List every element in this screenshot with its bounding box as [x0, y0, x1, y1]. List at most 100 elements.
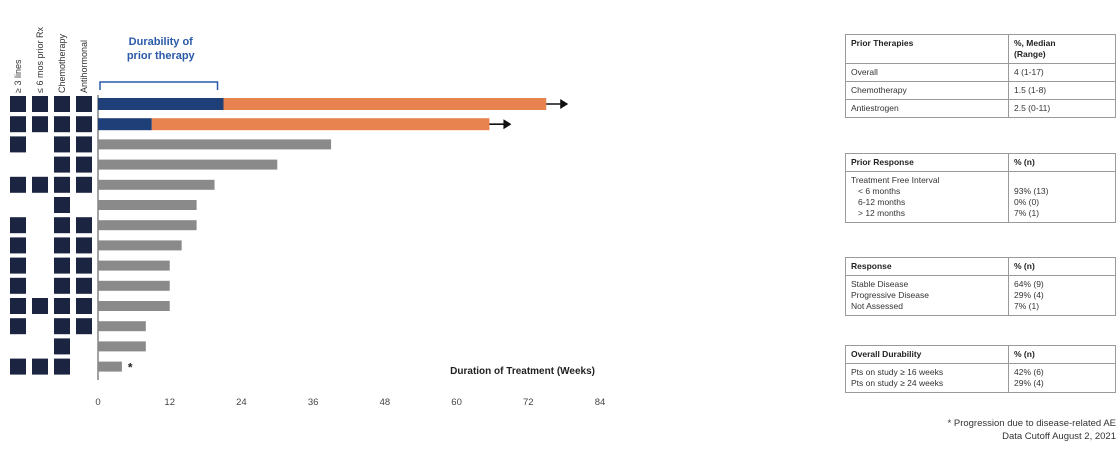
attribute-square	[54, 176, 70, 193]
attribute-square	[76, 217, 92, 234]
x-tick-label: 36	[308, 397, 319, 408]
percent-n-header: % (n)	[1008, 257, 1116, 276]
bar-prior-therapy	[98, 98, 224, 110]
bar-study-treatment	[98, 301, 170, 311]
swimmer-chart: ≥ 3 lines ≤ 6 mos prior Rx Chemotherapy Ant…	[10, 27, 605, 408]
prior-response-table: Prior Response % (n) Treatment Free Inte…	[845, 153, 1116, 223]
attribute-square	[10, 237, 26, 254]
attribute-square	[10, 318, 26, 335]
attribute-square	[10, 96, 26, 112]
attribute-square	[32, 96, 48, 112]
table-row: Pts on study ≥ 16 weeks Pts on study ≥ 2…	[845, 363, 1116, 393]
attribute-square	[10, 176, 26, 193]
x-tick-label: 60	[451, 397, 462, 408]
annotation-text: Durability of	[129, 36, 194, 48]
response-header: Response	[845, 257, 1009, 276]
annotation-text: prior therapy	[127, 50, 196, 62]
attribute-square	[10, 136, 26, 153]
bar-study-treatment	[98, 260, 170, 271]
attribute-square	[54, 156, 70, 173]
tfi-gt12-value: 7% (1)	[1014, 208, 1040, 218]
bar-study-treatment	[98, 179, 215, 190]
not-assessed-label: Not Assessed	[851, 301, 903, 311]
table-row: Stable Disease Progressive Disease Not A…	[845, 275, 1116, 316]
bar-study-treatment	[98, 159, 278, 170]
attribute-square	[54, 237, 70, 254]
attribute-square	[54, 318, 70, 335]
percent-n-header: % (n)	[1008, 153, 1116, 172]
attribute-square	[10, 257, 26, 274]
row-value-antiestrogen: 2.5 (0-11)	[1008, 99, 1116, 118]
bar-study-treatment	[98, 240, 182, 251]
bar-marker: *	[128, 361, 133, 375]
attribute-square	[54, 257, 70, 274]
pts-24-weeks-label: Pts on study ≥ 24 weeks	[851, 378, 944, 388]
not-assessed-value: 7% (1)	[1014, 301, 1040, 311]
attribute-square	[54, 277, 70, 294]
attribute-square	[54, 338, 70, 355]
attribute-square	[32, 298, 48, 314]
overall-durability-table: Overall Durability % (n) Pts on study ≥ …	[845, 345, 1116, 393]
attribute-square	[54, 116, 70, 133]
attribute-square	[54, 136, 70, 153]
bar-study-treatment	[98, 341, 146, 352]
prior-response-header: Prior Response	[845, 153, 1009, 172]
attribute-square	[76, 176, 92, 193]
stable-disease-label: Stable Disease	[851, 279, 909, 289]
attribute-column-label: Chemotherapy	[57, 33, 67, 93]
attribute-square	[10, 277, 26, 294]
attribute-square	[76, 156, 92, 173]
x-tick-label: 48	[380, 397, 391, 408]
stable-disease-value: 64% (9)	[1014, 279, 1044, 289]
pts-16-weeks-value: 42% (6)	[1014, 367, 1044, 377]
response-table: Response % (n) Stable Disease Progressiv…	[845, 257, 1116, 316]
attribute-square	[32, 116, 48, 133]
asterisk-footnote: * Progression due to disease-related AE	[947, 418, 1116, 429]
percent-n-header: % (n)	[1008, 345, 1116, 364]
table-row: Antiestrogen 2.5 (0-11)	[845, 99, 1116, 118]
attribute-square	[76, 257, 92, 274]
attribute-square	[76, 277, 92, 294]
treatment-free-interval-label: Treatment Free Interval	[851, 175, 940, 185]
attribute-square	[10, 217, 26, 234]
attribute-square	[76, 298, 92, 314]
x-axis-label: Duration of Treatment (Weeks)	[450, 366, 595, 377]
data-cutoff: Data Cutoff August 2, 2021	[1002, 431, 1116, 442]
attribute-square	[10, 116, 26, 133]
attribute-column-label: ≥ 3 lines	[13, 59, 23, 93]
tfi-6-12-value: 0% (0)	[1014, 197, 1040, 207]
prior-therapies-header: Prior Therapies	[845, 34, 1009, 64]
bar-study-treatment	[98, 200, 197, 210]
pts-24-weeks-value: 29% (4)	[1014, 378, 1044, 388]
progressive-disease-label: Progressive Disease	[851, 290, 929, 300]
bar-study-treatment	[223, 98, 547, 110]
median-range-header: %, Median (Range)	[1008, 34, 1116, 64]
row-value-overall: 4 (1-17)	[1008, 63, 1116, 82]
attribute-square	[76, 318, 92, 335]
annotation-bracket	[99, 81, 219, 90]
bar-study-treatment	[151, 118, 490, 131]
attribute-column-label: Antihormonal	[79, 40, 89, 93]
attribute-square	[76, 136, 92, 153]
pts-16-weeks-label: Pts on study ≥ 16 weeks	[851, 367, 944, 377]
attribute-square	[10, 298, 26, 314]
attribute-square	[54, 298, 70, 314]
attribute-square	[54, 217, 70, 234]
table-row: Overall 4 (1-17)	[845, 63, 1116, 82]
tfi-lt6-label: < 6 months	[858, 186, 901, 196]
tfi-lt6-value: 93% (13)	[1014, 186, 1049, 196]
x-tick-label: 0	[95, 397, 100, 408]
overall-durability-header: Overall Durability	[845, 345, 1009, 364]
ongoing-arrow-head	[560, 99, 569, 109]
x-tick-label: 12	[164, 397, 175, 408]
progressive-disease-value: 29% (4)	[1014, 290, 1044, 300]
attribute-square	[32, 358, 48, 375]
attribute-square	[10, 358, 26, 375]
prior-therapies-table: Prior Therapies %, Median (Range) Overal…	[845, 34, 1116, 118]
x-tick-label: 72	[523, 397, 534, 408]
table-row: Chemotherapy 1.5 (1-8)	[845, 81, 1116, 100]
ongoing-arrow-head	[503, 119, 512, 130]
attribute-square	[54, 96, 70, 112]
bar-study-treatment	[98, 139, 332, 150]
tfi-6-12-label: 6-12 months	[858, 197, 906, 207]
